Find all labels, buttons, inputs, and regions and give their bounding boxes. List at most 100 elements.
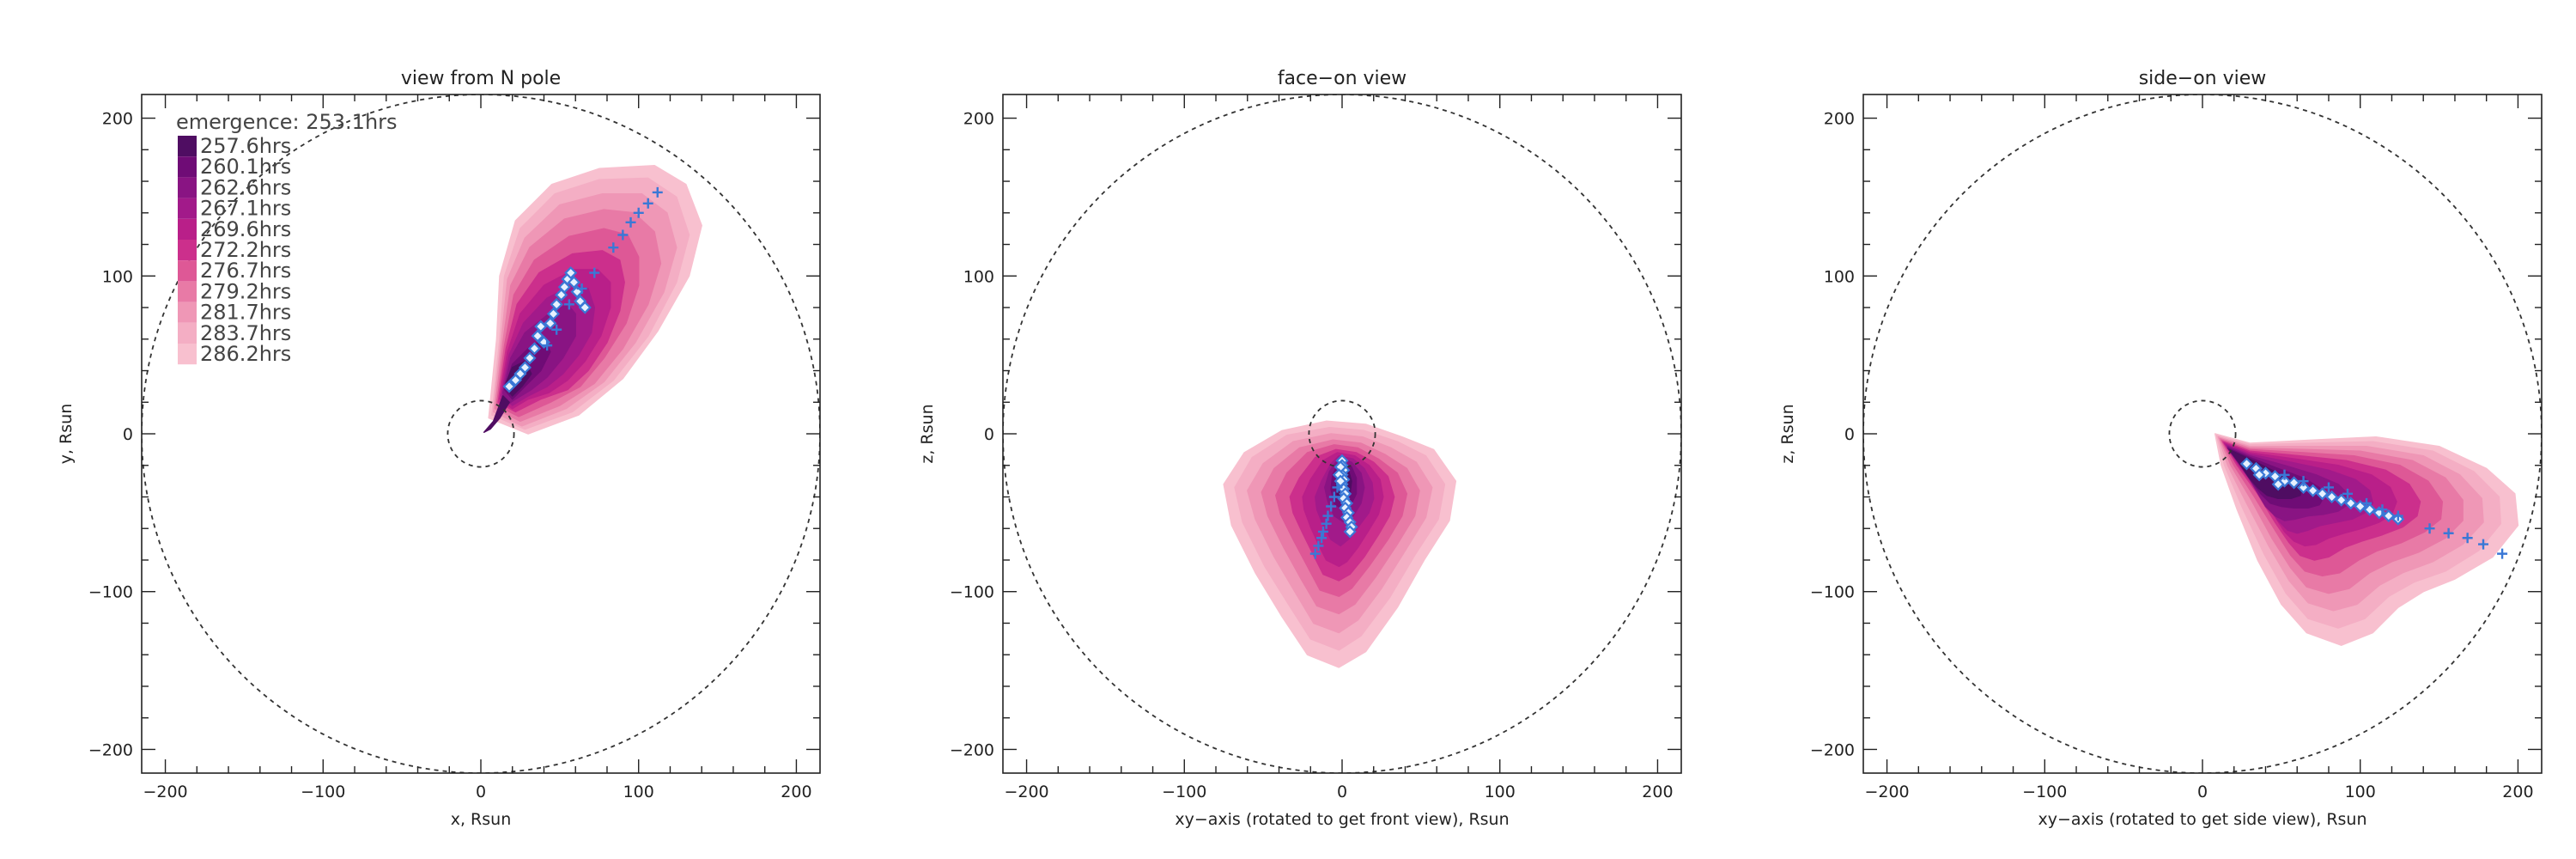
panel-n-pole-plus-marker: [563, 299, 574, 310]
panel-side-on-y-tick-label: −200: [1810, 740, 1855, 759]
panel-n-pole-plus-marker: [589, 267, 600, 278]
panel-n-pole-x-tick-label: 100: [623, 783, 654, 801]
panel-face-on-y-tick-label: −100: [950, 583, 994, 602]
panel-side-on-title: side−on view: [2139, 68, 2267, 89]
panel-side-on-y-tick-label: −100: [1810, 583, 1855, 602]
panel-n-pole-plus-marker: [652, 186, 663, 198]
panel-face-on-plus-marker: [1321, 518, 1332, 529]
panel-side-on-diamond-marker: [2271, 478, 2285, 491]
panel-side-on-plot-area: [1863, 94, 2542, 773]
panel-n-pole-plus-marker: [542, 340, 553, 351]
panel-n-pole-legend-label: 279.2hrs: [200, 279, 291, 303]
panel-n-pole-x-axis-label: x, Rsun: [451, 810, 512, 829]
panel-n-pole-y-axis-label: y, Rsun: [57, 404, 76, 465]
panel-side-on-plus-marker: [2377, 504, 2388, 515]
panel-side-on-plus-marker: [2279, 469, 2290, 480]
panel-face-on-plus-marker: [1326, 501, 1337, 512]
panel-face-on-plus-marker: [1316, 533, 1327, 544]
panel-n-pole-legend-swatch: [178, 344, 197, 365]
panel-n-pole-legend-label: 276.7hrs: [200, 259, 291, 283]
panel-n-pole-plus-marker: [642, 198, 653, 209]
panel-n-pole-contour-region: [483, 395, 510, 433]
panel-n-pole-x-tick-label: 200: [781, 783, 811, 801]
panel-n-pole-legend-swatch: [178, 281, 197, 302]
panel-n-pole-legend-swatch: [178, 136, 197, 157]
panel-n-pole-plus-marker: [608, 242, 619, 253]
panel-side-on-plus-marker: [2323, 482, 2334, 493]
panel-n-pole-diamond-marker: [502, 380, 516, 393]
panel-face-on-x-tick-label: −100: [1162, 783, 1206, 801]
panel-side-on-y-tick-label: 0: [1844, 425, 1855, 444]
panel-side-on-plus-marker: [2478, 539, 2489, 550]
panel-n-pole-legend-label: 269.6hrs: [200, 217, 291, 241]
panel-face-on-diamond-marker: [1343, 525, 1357, 539]
panel-n-pole-legend-label: 283.7hrs: [200, 321, 291, 345]
panel-n-pole-legend-label: 267.1hrs: [200, 197, 291, 221]
panel-face-on-plus-marker: [1322, 510, 1334, 521]
panel-n-pole-legend-swatch: [178, 240, 197, 261]
panel-n-pole-diamond-marker: [578, 301, 592, 314]
panel-n-pole-sun-reference-circle: [447, 399, 515, 468]
panel-face-on-x-tick-label: 200: [1642, 783, 1673, 801]
panel-side-on-diamond-marker: [2306, 484, 2320, 497]
panel-n-pole-diamond-marker: [550, 297, 563, 311]
panel-face-on-plus-marker: [1317, 526, 1328, 537]
panel-n-pole-y-tick-label: −200: [88, 740, 133, 759]
panel-n-pole-legend-swatch: [178, 198, 197, 219]
panel-face-on-x-tick-label: 100: [1485, 783, 1516, 801]
panel-n-pole-plus-marker: [625, 216, 636, 228]
panel-face-on-x-tick-label: 0: [1337, 783, 1347, 801]
panel-side-on-x-tick-label: −200: [1864, 783, 1909, 801]
panel-n-pole-legend-label: 262.6hrs: [200, 175, 291, 199]
panel-n-pole-x-tick-label: −100: [301, 783, 345, 801]
panel-n-pole-legend-label: 272.2hrs: [200, 238, 291, 262]
panel-n-pole-diamond-marker: [518, 361, 532, 375]
panel-side-on-diamond-marker: [2252, 468, 2266, 482]
panel-face-on-title: face−on view: [1278, 68, 1406, 89]
panel-side-on-x-tick-label: 100: [2345, 783, 2376, 801]
panel-side-on-plus-marker: [2298, 476, 2309, 487]
panel-face-on: −200 −100 0 100 200 −200 −100 0 100 200 face−on vi…: [918, 68, 1682, 829]
panel-face-on-plus-marker: [1313, 540, 1324, 551]
panel-n-pole-title: view from N pole: [401, 68, 561, 89]
panel-n-pole-plus-marker: [551, 324, 562, 335]
panel-side-on-plus-marker: [2342, 488, 2354, 499]
panel-n-pole-diamond-marker: [564, 266, 578, 280]
panel-side-on-diamond-marker: [2239, 457, 2253, 471]
panel-side-on-diamond-marker: [2344, 497, 2358, 510]
panel-side-on-axes-frame: [1862, 94, 2543, 774]
panel-face-on-plus-marker: [1332, 482, 1343, 493]
panel-face-on-x-axis-label: xy−axis (rotated to get front view), Rsu…: [1175, 810, 1509, 829]
panel-n-pole-legend-swatch: [178, 322, 197, 344]
panel-n-pole-plus-marker: [576, 283, 587, 294]
panel-side-on-plus-marker: [2443, 527, 2454, 539]
panel-n-pole-y-tick-label: 0: [123, 425, 133, 444]
panel-side-on-plus-marker: [2497, 548, 2508, 559]
panel-n-pole-x-tick-label: 0: [476, 783, 486, 801]
panel-n-pole-legend-swatch: [178, 302, 197, 323]
panel-n-pole-legend-label: 260.1hrs: [200, 155, 291, 179]
panel-n-pole-diamond-marker: [531, 329, 544, 343]
panel-n-pole-diamond-marker: [546, 307, 561, 320]
panel-side-on-diamond-marker: [2297, 480, 2311, 495]
panel-side-on-diamond-marker: [2335, 493, 2348, 507]
panel-face-on-y-tick-label: 0: [984, 425, 994, 444]
panel-n-pole-legend-swatch: [178, 218, 197, 240]
panel-side-on-diamond-marker: [2316, 487, 2330, 501]
panel-side-on-outer-reference-circle: [1863, 94, 2542, 773]
panel-n-pole-diamond-marker: [523, 351, 537, 365]
panel-face-on-y-tick-label: 200: [963, 110, 994, 129]
panel-n-pole-x-tick-label: −200: [143, 783, 187, 801]
panel-n-pole-y-tick-label: 200: [102, 110, 133, 129]
panel-face-on-y-tick-label: 100: [963, 267, 994, 286]
panel-n-pole: −200 −100 0 100 200 −200 −100 0 100 200 view from …: [57, 68, 821, 829]
panel-face-on-y-axis-label: z, Rsun: [918, 404, 937, 463]
panel-n-pole-diamond-marker: [534, 320, 548, 333]
panel-side-on-x-tick-label: 200: [2502, 783, 2533, 801]
panel-n-pole-y-tick-label: 100: [102, 267, 133, 286]
panel-side-on-y-tick-label: 200: [1824, 110, 1855, 129]
panel-side-on-sun-reference-circle: [2168, 399, 2237, 468]
panel-n-pole-legend-label: 286.2hrs: [200, 342, 291, 366]
panel-side-on-plus-marker: [2392, 510, 2403, 521]
